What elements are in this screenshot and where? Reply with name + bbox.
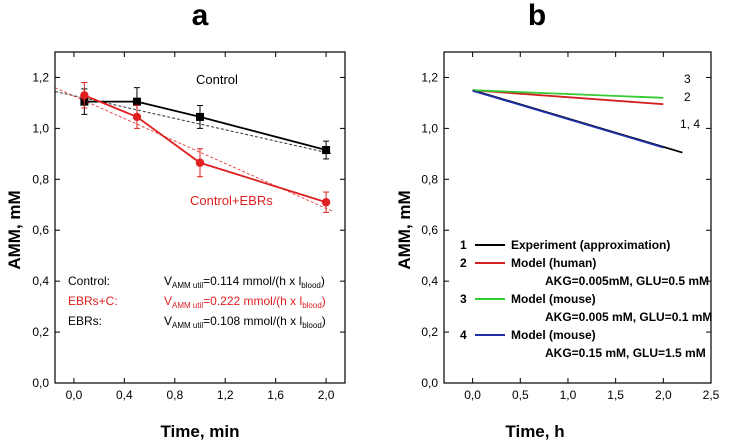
ebrs-annotation-v: V [164, 294, 172, 308]
control-line [84, 100, 327, 151]
control-annotation: Control: VAMM util=0.114 mmol/(h x lbloo… [68, 274, 325, 290]
x-tick-label-b: 1,0 [560, 388, 577, 402]
x-tick-label-a: 1,2 [217, 388, 234, 402]
legend-3-id: 3 [460, 292, 467, 306]
legend-4-id: 4 [460, 328, 467, 342]
y-tick-label-a: 0,8 [32, 172, 49, 186]
control-annotation-label: Control: [68, 274, 110, 288]
ebrs-only-annotation-eq: =0.108 mmol/(h x l [203, 314, 302, 328]
line-label-3: 3 [684, 72, 691, 86]
legend-2-name: Model (human) [511, 256, 596, 270]
y-tick-label-b: 1,2 [421, 70, 438, 84]
panel-b-plot-frame [443, 51, 712, 384]
series-4-line [472, 89, 664, 149]
control-ebrs-point [80, 91, 89, 100]
legend-3-detail: AKG=0.005 mM, GLU=0.1 mM [545, 310, 712, 324]
panel-a-marks [54, 82, 333, 213]
ebrs-annotation-sub2: blood [302, 301, 322, 310]
ebrs-only-annotation-label: EBRs: [68, 314, 102, 328]
control-annotation-eq: =0.114 mmol/(h x l [203, 274, 301, 288]
x-tick-label-b: 0,0 [464, 388, 481, 402]
x-tick-label-a: 2,0 [318, 388, 335, 402]
y-tick-label-b: 0,0 [421, 376, 438, 390]
legend-4-detail: AKG=0.15 mM, GLU=1.5 mM [545, 346, 706, 360]
control-annotation-sub1: AMM util [172, 281, 203, 290]
control-annotation-sub2: blood [301, 281, 321, 290]
panel-a-xlabel: Time, min [160, 422, 239, 440]
legend-1-name: Experiment (approximation) [511, 238, 670, 252]
panel-b-ylabel: AMM, mM [395, 190, 414, 269]
control-point [196, 112, 204, 121]
y-tick-label-b: 0,4 [421, 274, 438, 288]
control-annotation-v: V [164, 274, 172, 288]
panel-b-marks [472, 89, 683, 154]
y-tick-label-b: 0,6 [421, 223, 438, 237]
ebrs-annotation-end: ) [322, 294, 326, 308]
legend-3-name: Model (mouse) [511, 292, 596, 306]
legend-2-detail: AKG=0.005mM, GLU=0.5 mM [545, 274, 709, 288]
line-label-2: 2 [684, 90, 691, 104]
series-2-line [472, 89, 664, 106]
x-tick-label-a: 1,6 [267, 388, 284, 402]
ebrs-series-label: Control+EBRs [190, 193, 273, 208]
control-ebrs-point [321, 198, 331, 207]
y-tick-label-a: 1,2 [32, 70, 49, 84]
panel-a-ylabel: AMM, mM [5, 190, 24, 269]
control-series-label: Control [196, 72, 238, 87]
ebrs-only-annotation-sub2: blood [302, 321, 322, 330]
ebrs-only-annotation-v: V [164, 314, 172, 328]
ebrs-only-annotation: EBRs: VAMM util=0.108 mmol/(h x lblood) [68, 314, 326, 330]
y-tick-label-a: 0,0 [32, 376, 49, 390]
y-tick-label-a: 1,0 [32, 121, 49, 135]
control-ebrs-point [195, 158, 205, 167]
panel-a-letter: a [192, 0, 209, 32]
ebrs-annotation: EBRs+C: VAMM util=0.222 mmol/(h x lblood… [68, 294, 326, 310]
x-tick-label-b: 2,5 [703, 388, 720, 402]
y-tick-label-a: 0,4 [32, 274, 49, 288]
control-annotation-end: ) [321, 274, 325, 288]
panel-b-legend: 1 Experiment (approximation) 2 Model (hu… [460, 238, 712, 360]
line-label-1-4: 1, 4 [680, 117, 700, 131]
panel-a-plot-frame [54, 51, 346, 384]
ebrs-annotation-sub1: AMM util [172, 301, 203, 310]
panel-b-letter: b [528, 0, 546, 32]
y-tick-label-a: 0,6 [32, 223, 49, 237]
y-tick-label-b: 0,2 [421, 325, 438, 339]
y-tick-label-b: 0,8 [421, 172, 438, 186]
legend-1-id: 1 [460, 238, 467, 252]
legend-2-id: 2 [460, 256, 467, 270]
x-tick-label-b: 2,0 [655, 388, 672, 402]
control-point [322, 146, 331, 155]
panel-a: a 0,0 0,4 0,8 1,2 1,6 2,0 0,0 0,2 0,4 0,6 0,8 1,0 1,… [5, 0, 346, 440]
ebrs-annotation-label: EBRs+C: [68, 294, 118, 308]
control-point [132, 97, 141, 106]
ebrs-annotation-eq: =0.222 mmol/(h x l [203, 294, 302, 308]
ebrs-only-annotation-sub1: AMM util [172, 321, 203, 330]
panel-a-ticks: 0,0 0,4 0,8 1,2 1,6 2,0 0,0 0,2 0,4 0,6 0,8 1,0 1,2 [32, 52, 345, 402]
panel-b-ticks: 0,0 0,5 1,0 1,5 2,0 2,5 0,0 0,2 0,4 0,6 0,8 1,0 1,2 [421, 52, 720, 402]
series-3-line [472, 89, 664, 99]
control-ebrs-point [132, 112, 142, 122]
control-ebrs-fit-line [54, 87, 333, 212]
ebrs-only-annotation-end: ) [322, 314, 326, 328]
x-tick-label-a: 0,4 [116, 388, 133, 402]
x-tick-label-b: 0,5 [512, 388, 529, 402]
y-tick-label-b: 1,0 [421, 121, 438, 135]
x-tick-label-a: 0,8 [166, 388, 183, 402]
control-ebrs-line [84, 94, 327, 204]
y-tick-label-a: 0,2 [32, 325, 49, 339]
panel-b: b 0,0 0,5 1,0 1,5 2,0 2,5 0,0 0,2 0,4 0,6 0,8 1,0 1,… [395, 0, 720, 440]
x-tick-label-a: 0,0 [66, 388, 83, 402]
x-tick-label-b: 1,5 [607, 388, 624, 402]
legend-4-name: Model (mouse) [511, 328, 596, 342]
panel-b-xlabel: Time, h [505, 422, 564, 440]
